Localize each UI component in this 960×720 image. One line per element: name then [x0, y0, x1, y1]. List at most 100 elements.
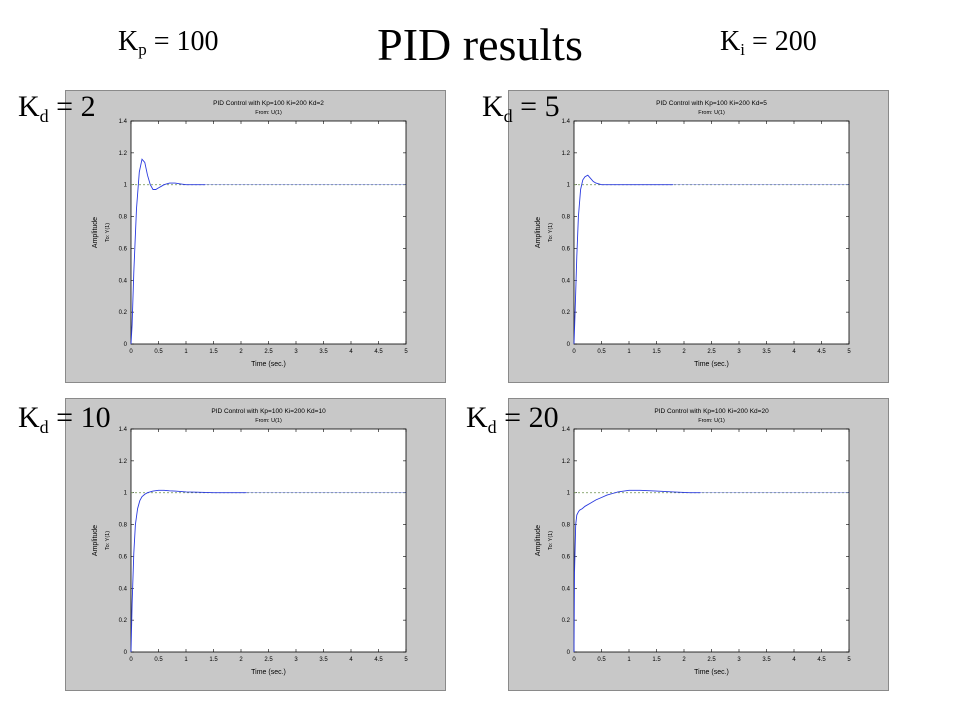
y-tick-label: 0.4: [119, 278, 128, 284]
y-tick-label: 1.2: [562, 151, 571, 157]
y-axis-label-secondary: To: Y(1): [548, 223, 554, 242]
x-tick-label: 1: [627, 657, 631, 663]
x-tick-label: 1: [184, 349, 188, 355]
x-tick-label: 0.5: [154, 657, 163, 663]
x-tick-label: 3: [737, 349, 741, 355]
plot-area: [130, 428, 407, 653]
y-tick-label: 0.2: [562, 618, 571, 624]
x-tick-label: 4.5: [374, 657, 383, 663]
y-tick-label: 0.2: [119, 618, 128, 624]
y-tick-label: 0: [124, 342, 128, 348]
chart-title: PID Control with Kp=100 Ki=200 Kd=5: [656, 100, 767, 107]
y-tick-label: 1.4: [562, 119, 571, 125]
response-curve: [573, 174, 673, 345]
y-tick-label: 0: [124, 650, 128, 656]
x-axis-label: Time (sec.): [694, 361, 729, 368]
x-tick-label: 1.5: [209, 657, 218, 663]
y-axis-label: Amplitude: [92, 525, 99, 556]
x-tick-label: 2.5: [707, 349, 716, 355]
y-tick-label: 0.2: [119, 310, 128, 316]
y-axis-label: Amplitude: [92, 217, 99, 248]
chart-kd10: PID Control with Kp=100 Ki=200 Kd=10 From…: [92, 408, 408, 676]
chart-kd5: PID Control with Kp=100 Ki=200 Kd=5 From:…: [535, 100, 851, 368]
x-tick-label: 3: [294, 349, 298, 355]
chart-kd20: PID Control with Kp=100 Ki=200 Kd=20 From…: [535, 408, 851, 676]
y-tick-label: 1: [567, 491, 571, 497]
kd-value: = 2: [48, 90, 96, 123]
x-tick-label: 5: [847, 349, 851, 355]
x-tick-label: 1: [184, 657, 188, 663]
x-tick-label: 3: [294, 657, 298, 663]
y-tick-label: 0.8: [562, 523, 571, 529]
x-tick-label: 3: [737, 657, 741, 663]
plot-area: [130, 120, 407, 345]
y-tick-label: 0.6: [562, 246, 571, 252]
y-tick-label: 1.2: [562, 459, 571, 465]
kd-value: = 5: [512, 90, 560, 123]
y-tick-label: 0.8: [119, 215, 128, 221]
x-tick-label: 4.5: [817, 657, 826, 663]
x-tick-label: 2: [682, 349, 686, 355]
x-tick-label: 4: [349, 657, 353, 663]
y-tick-label: 1: [567, 183, 571, 189]
chart-kd2: PID Control with Kp=100 Ki=200 Kd=2 From:…: [92, 100, 408, 368]
page-title: PID results: [377, 19, 583, 70]
response-curve: [130, 489, 247, 653]
chart-panel-kd2: PID Control with Kp=100 Ki=200 Kd=2 From:…: [65, 90, 446, 383]
y-tick-label: 1.4: [119, 119, 128, 125]
y-tick-label: 0.4: [119, 586, 128, 592]
y-axis-label-secondary: To: Y(1): [105, 223, 111, 242]
y-tick-label: 0.2: [562, 310, 571, 316]
y-tick-label: 1: [124, 183, 128, 189]
chart-title: PID Control with Kp=100 Ki=200 Kd=2: [213, 100, 324, 107]
kd-symbol: K: [18, 401, 40, 434]
x-tick-label: 0: [572, 349, 576, 355]
chart-title: PID Control with Kp=100 Ki=200 Kd=20: [654, 408, 769, 415]
x-tick-label: 1.5: [652, 657, 661, 663]
kd-symbol: K: [18, 90, 40, 123]
x-tick-label: 2.5: [707, 657, 716, 663]
chart-panel-kd10: PID Control with Kp=100 Ki=200 Kd=10 From…: [65, 398, 446, 691]
x-axis-label: Time (sec.): [251, 669, 286, 676]
x-tick-label: 0.5: [154, 349, 163, 355]
kd-label-1: Kd = 5: [482, 90, 560, 126]
x-tick-label: 2: [239, 349, 243, 355]
y-axis-label-secondary: To: Y(1): [548, 531, 554, 550]
x-axis-label: Time (sec.): [251, 361, 286, 368]
x-tick-label: 0.5: [597, 349, 606, 355]
x-tick-label: 3.5: [762, 657, 771, 663]
kd-value: = 20: [496, 401, 559, 434]
y-tick-label: 0.6: [119, 554, 128, 560]
kp-label: Kp = 100: [118, 26, 219, 60]
x-tick-label: 3.5: [319, 349, 328, 355]
kd-subscript: d: [487, 417, 497, 437]
y-axis-label: Amplitude: [535, 217, 542, 248]
kd-subscript: d: [39, 417, 49, 437]
x-tick-label: 5: [404, 657, 408, 663]
chart-subtitle: From: U(1): [698, 110, 725, 116]
ki-subscript: i: [740, 40, 745, 59]
kd-symbol: K: [466, 401, 488, 434]
kd-label-3: Kd = 20: [466, 401, 559, 437]
y-tick-label: 0.6: [119, 246, 128, 252]
y-tick-label: 0: [567, 342, 571, 348]
ki-symbol: K: [720, 26, 741, 57]
y-tick-label: 1: [124, 491, 128, 497]
x-tick-label: 4: [792, 349, 796, 355]
y-tick-label: 1.2: [119, 151, 128, 157]
x-tick-label: 5: [404, 349, 408, 355]
y-axis-label: Amplitude: [535, 525, 542, 556]
y-tick-label: 0.6: [562, 554, 571, 560]
y-tick-label: 1.4: [562, 427, 571, 433]
y-tick-label: 0.8: [562, 215, 571, 221]
chart-panel-kd5: PID Control with Kp=100 Ki=200 Kd=5 From:…: [508, 90, 889, 383]
y-tick-label: 1.2: [119, 459, 128, 465]
plot-area: [573, 428, 850, 653]
x-tick-label: 4: [349, 349, 353, 355]
x-tick-label: 4.5: [374, 349, 383, 355]
kd-symbol: K: [482, 90, 504, 123]
y-tick-label: 0.8: [119, 523, 128, 529]
y-tick-label: 0.4: [562, 586, 571, 592]
chart-panel-kd20: PID Control with Kp=100 Ki=200 Kd=20 From…: [508, 398, 889, 691]
chart-subtitle: From: U(1): [255, 110, 282, 116]
